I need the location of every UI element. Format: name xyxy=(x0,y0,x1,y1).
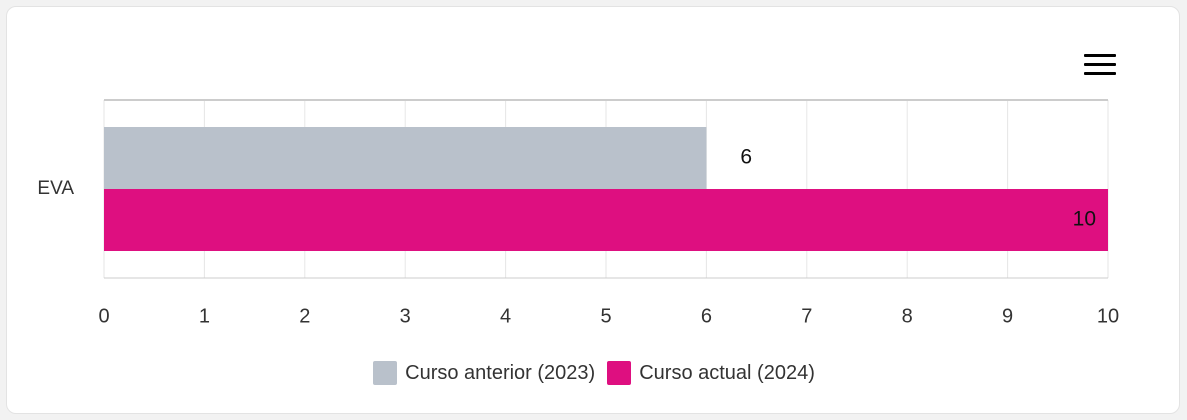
hamburger-menu-icon-bar xyxy=(1084,72,1116,75)
x-tick-label: 10 xyxy=(1097,305,1119,327)
x-tick-label: 2 xyxy=(299,305,310,327)
legend-swatch xyxy=(373,361,398,385)
x-tick-label: 0 xyxy=(98,305,109,327)
x-tick-label: 3 xyxy=(400,305,411,327)
data-label: 6 xyxy=(740,146,752,169)
hamburger-menu-icon xyxy=(1084,54,1116,57)
bar-current-year xyxy=(104,189,1108,251)
legend-label: Curso anterior (2023) xyxy=(405,361,596,384)
legend-swatch xyxy=(607,361,632,385)
chart-card: 6 10 EVA 0 1 2 3 4 5 6 7 8 9 10 Curso anterior (2023)… xyxy=(6,6,1180,414)
chart-legend: Curso anterior (2023) Curso actual (2024… xyxy=(7,361,1181,385)
chart-menu-button[interactable] xyxy=(1075,51,1116,85)
x-tick-label: 7 xyxy=(801,305,812,327)
data-label: 10 xyxy=(1073,208,1096,231)
legend-item-previous-year[interactable]: Curso anterior (2023) xyxy=(373,361,595,385)
category-label: EVA xyxy=(37,178,74,199)
x-tick-label: 5 xyxy=(600,305,611,327)
hamburger-menu-icon-bar xyxy=(1084,63,1116,66)
x-tick-label: 6 xyxy=(701,305,712,327)
legend-label: Curso actual (2024) xyxy=(639,361,815,384)
legend-item-current-year[interactable]: Curso actual (2024) xyxy=(607,361,815,385)
x-tick-label: 9 xyxy=(1002,305,1013,327)
bar-previous-year xyxy=(104,127,707,189)
x-tick-label: 4 xyxy=(500,305,511,327)
bar-chart: 6 10 EVA 0 1 2 3 4 5 6 7 8 9 10 xyxy=(37,99,1119,327)
x-tick-label: 8 xyxy=(902,305,913,327)
x-tick-label: 1 xyxy=(199,305,210,327)
